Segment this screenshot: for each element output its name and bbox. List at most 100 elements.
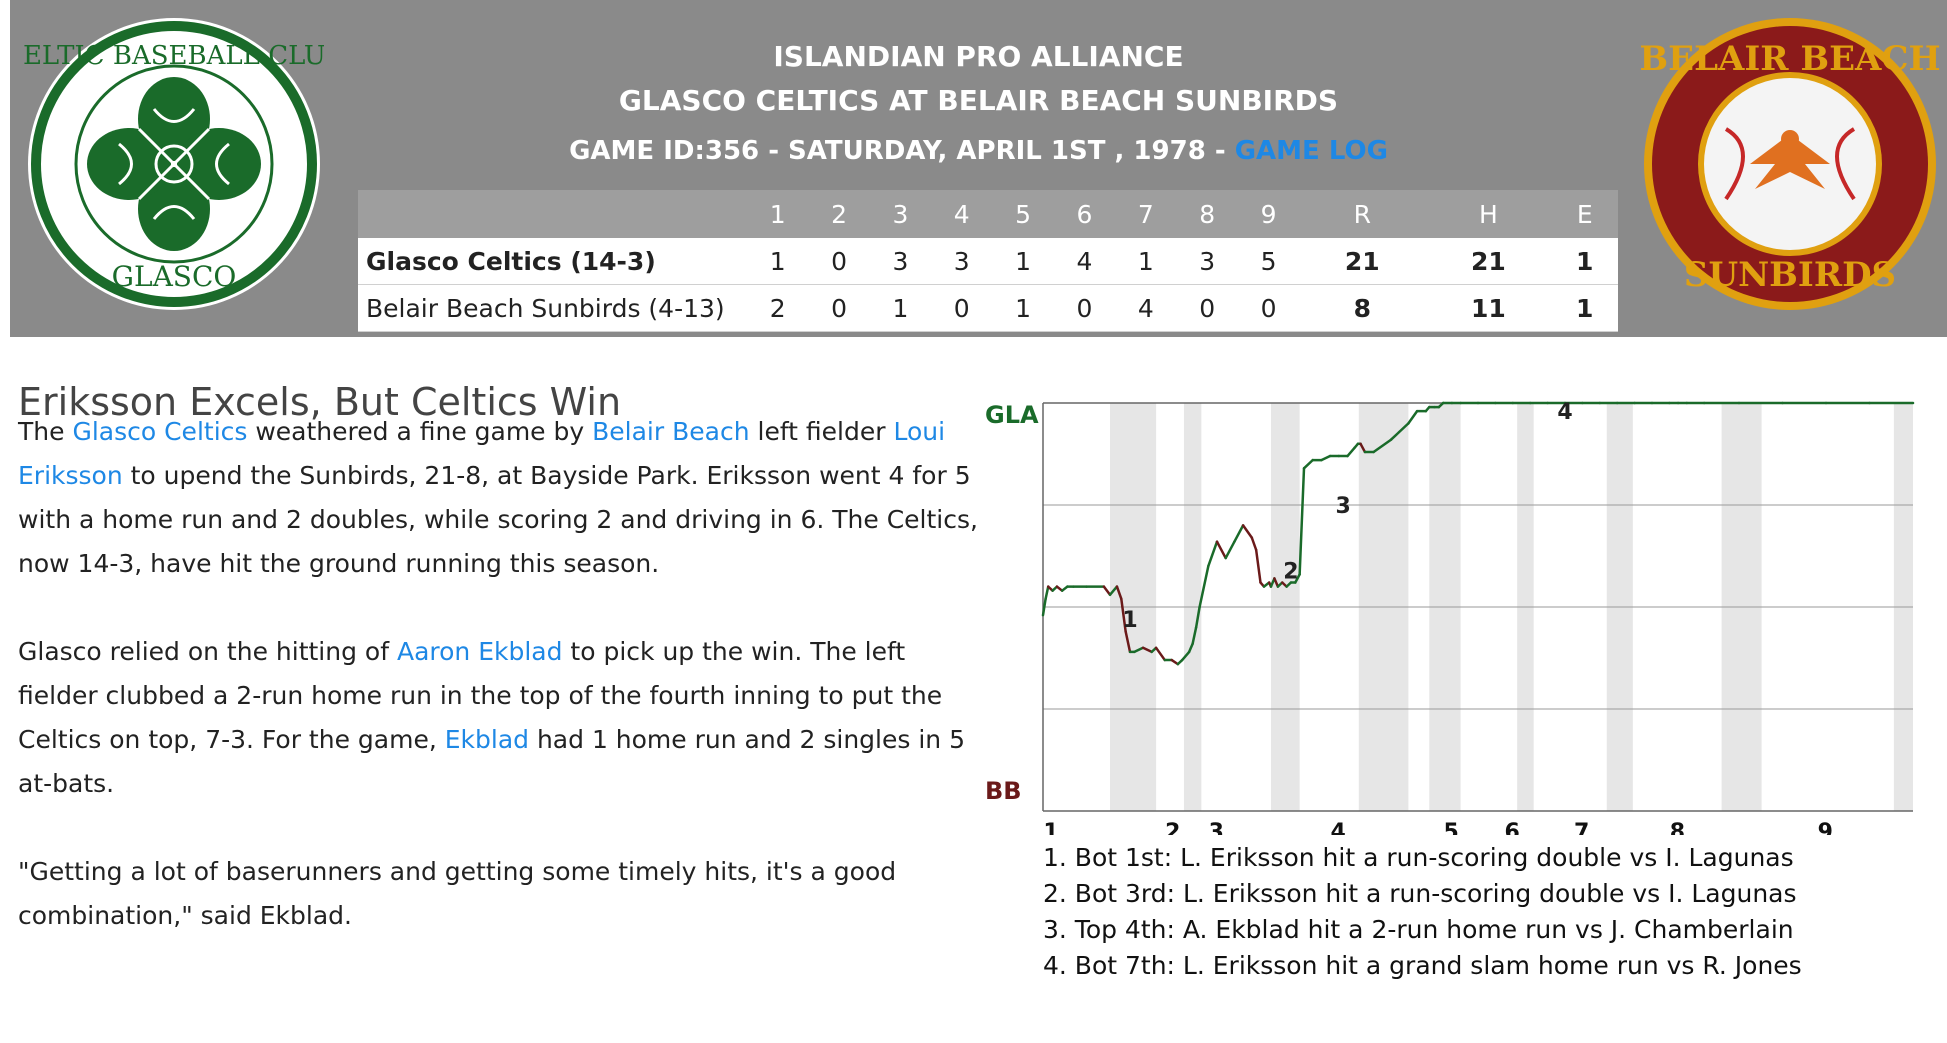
text: left fielder — [749, 417, 894, 446]
inning-header: 4 — [931, 190, 993, 238]
league-name: ISLANDIAN PRO ALLIANCE — [773, 40, 1184, 73]
win-prob-segment — [1273, 577, 1280, 588]
inning-tick-label: 5 — [1444, 820, 1459, 835]
inning-header: 9 — [1237, 190, 1300, 238]
win-prob-segment — [1346, 446, 1356, 458]
win-probability-chart: 1 2 3 4 1 2 3 4 5 6 7 8 9 GLA BB — [985, 400, 1915, 835]
inning-tick-label: 6 — [1504, 820, 1519, 835]
team-column-header — [358, 190, 747, 238]
glasco-celtics-logo: CELTIC BASEBALL CLUB GLASCO — [24, 18, 324, 310]
runs-total: 8 — [1299, 284, 1426, 332]
inning-score: 0 — [931, 284, 993, 332]
win-prob-segment — [1372, 438, 1393, 454]
hits-total: 21 — [1425, 238, 1552, 285]
inning-score: 0 — [1237, 284, 1300, 332]
game-info: GAME ID:356 - SATURDAY, APRIL 1ST , 1978… — [10, 136, 1947, 166]
player-link-ekblad[interactable]: Aaron Ekblad — [396, 637, 563, 666]
win-prob-segment — [1207, 540, 1219, 568]
inning-score: 1 — [1115, 238, 1177, 285]
logo-sunbirds-text: SUNBIRDS — [1684, 255, 1896, 295]
win-prob-segment — [1233, 524, 1245, 543]
chart-bottom-label: BB — [985, 777, 1022, 805]
chart-note: 4. Bot 7th: L. Eriksson hit a grand slam… — [1043, 951, 1802, 980]
article-paragraph: The Glasco Celtics weathered a fine game… — [18, 410, 978, 586]
team-name: Belair Beach Sunbirds (4-13) — [358, 284, 747, 332]
inning-score: 1 — [992, 238, 1054, 285]
chart-top-label: GLA — [985, 401, 1039, 429]
chart-note: 2. Bot 3rd: L. Eriksson hit a run-scorin… — [1043, 879, 1797, 908]
inning-score: 2 — [747, 284, 809, 332]
inning-tick-label: 4 — [1330, 820, 1345, 835]
inning-header: 6 — [1053, 190, 1116, 238]
win-prob-segment — [1407, 409, 1419, 425]
belair-beach-sunbirds-logo: BELAIR BEACH SUNBIRDS — [1640, 18, 1940, 310]
chart-lines — [1041, 401, 1915, 666]
inning-tick-label: 8 — [1670, 820, 1685, 835]
inning-score: 1 — [869, 284, 932, 332]
text: weathered a fine game by — [247, 417, 593, 446]
logo-celtic-text: CELTIC BASEBALL CLUB — [24, 41, 324, 71]
text: Glasco relied on the hitting of — [18, 637, 397, 666]
inning-tick-label: 9 — [1818, 820, 1833, 835]
game-info-text: GAME ID:356 - SATURDAY, APRIL 1ST , 1978… — [569, 136, 1235, 166]
text: had 1 home run and 2 singles in 5 at-bat… — [18, 725, 965, 798]
inning-score: 0 — [1053, 284, 1116, 332]
inning-header: 7 — [1115, 190, 1177, 238]
inning-tick-labels: 1 2 3 4 5 6 7 8 9 — [1043, 820, 1833, 835]
inning-score: 3 — [931, 238, 993, 285]
article-paragraph: Glasco relied on the hitting of Aaron Ek… — [18, 630, 978, 806]
game-log-link[interactable]: GAME LOG — [1234, 136, 1388, 166]
player-link-ekblad-2[interactable]: Ekblad — [444, 725, 530, 754]
game-header: CELTIC BASEBALL CLUB GLASCO ISLANDIAN PR… — [10, 0, 1947, 337]
team-link-belair[interactable]: Belair Beach — [592, 417, 750, 446]
inning-header: 5 — [992, 190, 1054, 238]
inning-score: 0 — [808, 238, 870, 285]
runs-header: R — [1299, 190, 1426, 238]
chart-annotation-label: 4 — [1557, 400, 1572, 425]
win-prob-segment — [1041, 597, 1047, 617]
win-prob-segment — [1044, 585, 1050, 601]
inning-header: 3 — [869, 190, 932, 238]
win-prob-segment — [1215, 540, 1227, 560]
inning-tick-label: 7 — [1574, 820, 1589, 835]
chart-annotation-label: 1 — [1122, 608, 1137, 633]
linescore-table: 1 2 3 4 5 6 7 8 9 R H E Glasco Celtics (… — [358, 190, 1618, 332]
win-prob-segment — [1191, 626, 1198, 645]
win-prob-segment — [1194, 605, 1201, 629]
win-prob-segment — [1250, 536, 1258, 552]
linescore-row-glasco: Glasco Celtics (14-3) 1 0 3 3 1 4 1 3 5 … — [358, 238, 1618, 285]
inning-tick-label: 3 — [1209, 820, 1224, 835]
win-prob-segment — [1108, 585, 1119, 597]
player-link-eriksson[interactable]: Loui Eriksson — [18, 417, 946, 490]
win-prob-segment — [1102, 585, 1112, 597]
win-prob-segment — [1198, 564, 1210, 609]
chart-notes: 1. Bot 1st: L. Eriksson hit a run-scorin… — [1043, 840, 1802, 984]
team-link-glasco[interactable]: Glasco Celtics — [72, 417, 248, 446]
inning-score: 4 — [1115, 284, 1177, 332]
win-prob-segment — [1120, 597, 1127, 633]
linescore-row-belair: Belair Beach Sunbirds (4-13) 2 0 1 0 1 0… — [358, 284, 1618, 332]
inning-score: 0 — [1176, 284, 1238, 332]
win-prob-segment — [1320, 454, 1332, 462]
inning-score: 3 — [1176, 238, 1238, 285]
article-body: The Glasco Celtics weathered a fine game… — [18, 410, 978, 982]
win-prob-segment — [1241, 524, 1254, 539]
win-prob-segment — [1154, 646, 1167, 662]
inning-tick-label: 1 — [1043, 820, 1058, 835]
win-prob-segment — [1359, 442, 1367, 454]
team-name: Glasco Celtics (14-3) — [358, 238, 747, 285]
inning-tick-label: 2 — [1165, 820, 1180, 835]
chart-annotation-label: 2 — [1283, 559, 1298, 584]
win-prob-segment — [1180, 650, 1191, 662]
inning-score: 3 — [869, 238, 932, 285]
win-prob-segment — [1133, 646, 1145, 654]
win-prob-segment — [1298, 467, 1306, 576]
logo-glasco-text: GLASCO — [112, 260, 237, 293]
chart-note: 3. Top 4th: A. Ekblad hit a 2-run home r… — [1043, 915, 1794, 944]
chart-note: 1. Bot 1st: L. Eriksson hit a run-scorin… — [1043, 843, 1794, 872]
inning-header: 1 — [747, 190, 809, 238]
linescore-header-row: 1 2 3 4 5 6 7 8 9 R H E — [358, 190, 1618, 238]
inning-header: 2 — [808, 190, 870, 238]
win-prob-segment — [1224, 540, 1236, 560]
win-prob-segment — [1141, 646, 1153, 654]
